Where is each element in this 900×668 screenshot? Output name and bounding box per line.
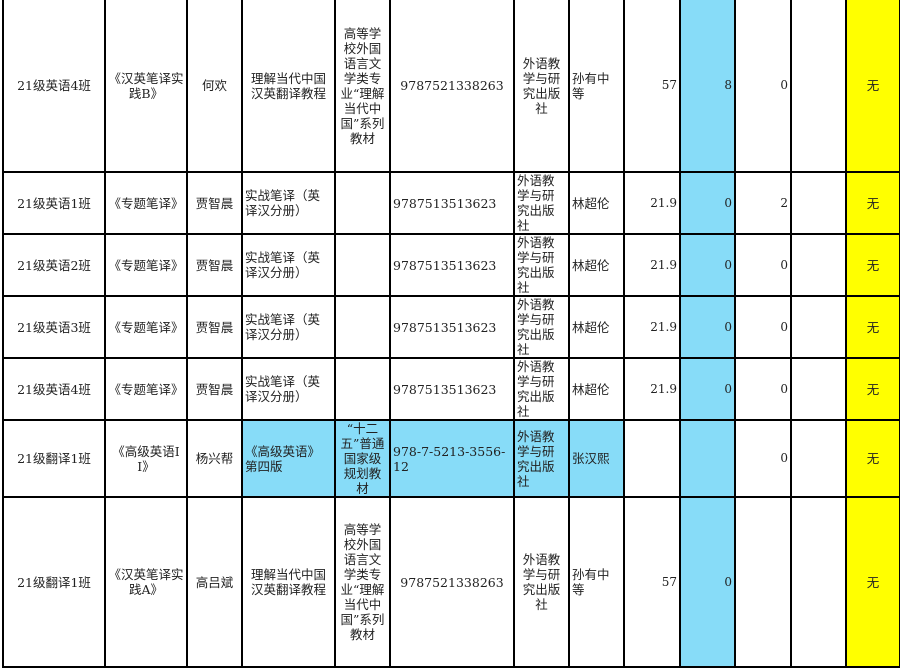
cell-course[interactable]: 《汉英笔译实践A》: [104, 496, 188, 668]
cell-editor[interactable]: 林超伦: [568, 233, 625, 297]
cell-series[interactable]: [334, 295, 391, 359]
cell-note[interactable]: 无: [845, 496, 900, 668]
cell-price[interactable]: 21.9: [623, 171, 681, 235]
cell-series[interactable]: [334, 171, 391, 235]
table-row: 21级翻译1班 《汉英笔译实践A》 高吕斌 理解当代中国汉英翻译教程 高等学校外国语言文…: [2, 496, 900, 668]
cell-course[interactable]: 《高级英语II》: [104, 419, 188, 498]
cell-teacher[interactable]: 何欢: [186, 0, 243, 173]
cell-class[interactable]: 21级翻译1班: [2, 419, 106, 498]
cell-c2[interactable]: 2: [734, 171, 792, 235]
cell-c3[interactable]: [790, 357, 847, 421]
cell-class[interactable]: 21级英语3班: [2, 295, 106, 359]
cell-c1[interactable]: 0: [679, 357, 736, 421]
cell-c1[interactable]: [679, 419, 736, 498]
cell-series[interactable]: [334, 357, 391, 421]
cell-course[interactable]: 《专题笔译》: [104, 233, 188, 297]
cell-teacher[interactable]: 高吕斌: [186, 496, 243, 668]
table-row: 21级英语4班 《汉英笔译实践B》 何欢 理解当代中国汉英翻译教程 高等学校外国语言文学…: [2, 0, 900, 173]
cell-note[interactable]: 无: [845, 171, 900, 235]
cell-teacher[interactable]: 贾智晨: [186, 171, 243, 235]
cell-price[interactable]: 57: [623, 0, 681, 173]
table-row: 21级英语3班 《专题笔译》 贾智晨 实战笔译（英译汉分册） 9787513513623…: [2, 295, 900, 359]
cell-isbn[interactable]: 9787513513623: [389, 357, 515, 421]
table-row: 21级英语1班 《专题笔译》 贾智晨 实战笔译（英译汉分册） 9787513513623…: [2, 171, 900, 235]
cell-c2[interactable]: 0: [734, 233, 792, 297]
cell-editor[interactable]: 孙有中等: [568, 0, 625, 173]
cell-textbook[interactable]: 《高级英语》第四版: [241, 419, 336, 498]
cell-isbn[interactable]: 978-7-5213-3556-12: [389, 419, 515, 498]
cell-c3[interactable]: [790, 496, 847, 668]
cell-c1[interactable]: 0: [679, 233, 736, 297]
cell-course[interactable]: 《汉英笔译实践B》: [104, 0, 188, 173]
cell-publisher[interactable]: 外语教学与研究出版社: [513, 419, 570, 498]
cell-c3[interactable]: [790, 171, 847, 235]
cell-c2[interactable]: 0: [734, 357, 792, 421]
cell-class[interactable]: 21级英语4班: [2, 357, 106, 421]
cell-textbook[interactable]: 理解当代中国汉英翻译教程: [241, 496, 336, 668]
cell-c3[interactable]: [790, 0, 847, 173]
cell-publisher[interactable]: 外语教学与研究出版社: [513, 233, 570, 297]
cell-textbook[interactable]: 实战笔译（英译汉分册）: [241, 357, 336, 421]
cell-c1[interactable]: 8: [679, 0, 736, 173]
cell-teacher[interactable]: 杨兴帮: [186, 419, 243, 498]
cell-isbn[interactable]: 9787521338263: [389, 0, 515, 173]
cell-teacher[interactable]: 贾智晨: [186, 357, 243, 421]
cell-isbn[interactable]: 9787513513623: [389, 171, 515, 235]
cell-course[interactable]: 《专题笔译》: [104, 295, 188, 359]
cell-c2[interactable]: 0: [734, 0, 792, 173]
cell-c3[interactable]: [790, 419, 847, 498]
cell-class[interactable]: 21级翻译1班: [2, 496, 106, 668]
cell-price[interactable]: 21.9: [623, 233, 681, 297]
cell-price[interactable]: 21.9: [623, 295, 681, 359]
cell-price[interactable]: 21.9: [623, 357, 681, 421]
cell-publisher[interactable]: 外语教学与研究出版社: [513, 171, 570, 235]
cell-series[interactable]: [334, 233, 391, 297]
cell-c3[interactable]: [790, 295, 847, 359]
cell-editor[interactable]: 林超伦: [568, 171, 625, 235]
cell-course[interactable]: 《专题笔译》: [104, 357, 188, 421]
cell-textbook[interactable]: 实战笔译（英译汉分册）: [241, 295, 336, 359]
cell-isbn[interactable]: 9787513513623: [389, 295, 515, 359]
cell-c1[interactable]: 0: [679, 295, 736, 359]
cell-editor[interactable]: 孙有中等: [568, 496, 625, 668]
cell-isbn[interactable]: 9787513513623: [389, 233, 515, 297]
cell-editor[interactable]: 张汉熙: [568, 419, 625, 498]
cell-price[interactable]: 57: [623, 496, 681, 668]
table-row: 21级英语4班 《专题笔译》 贾智晨 实战笔译（英译汉分册） 9787513513623…: [2, 357, 900, 421]
cell-note[interactable]: 无: [845, 419, 900, 498]
cell-c2[interactable]: 0: [734, 295, 792, 359]
cell-note[interactable]: 无: [845, 295, 900, 359]
cell-course[interactable]: 《专题笔译》: [104, 171, 188, 235]
cell-note[interactable]: 无: [845, 233, 900, 297]
cell-note[interactable]: 无: [845, 357, 900, 421]
cell-textbook[interactable]: 实战笔译（英译汉分册）: [241, 171, 336, 235]
cell-teacher[interactable]: 贾智晨: [186, 295, 243, 359]
table-row: 21级英语2班 《专题笔译》 贾智晨 实战笔译（英译汉分册） 9787513513623…: [2, 233, 900, 297]
cell-textbook[interactable]: 实战笔译（英译汉分册）: [241, 233, 336, 297]
cell-class[interactable]: 21级英语1班: [2, 171, 106, 235]
table-row: 21级翻译1班 《高级英语II》 杨兴帮 《高级英语》第四版 “十二五”普通国家级规划教…: [2, 419, 900, 498]
cell-c1[interactable]: 0: [679, 171, 736, 235]
cell-series[interactable]: 高等学校外国语言文学类专业“理解当代中国”系列教材: [334, 496, 391, 668]
cell-teacher[interactable]: 贾智晨: [186, 233, 243, 297]
cell-isbn[interactable]: 9787521338263: [389, 496, 515, 668]
cell-publisher[interactable]: 外语教学与研究出版社: [513, 496, 570, 668]
cell-publisher[interactable]: 外语教学与研究出版社: [513, 295, 570, 359]
cell-c1[interactable]: 0: [679, 496, 736, 668]
cell-editor[interactable]: 林超伦: [568, 357, 625, 421]
cell-series[interactable]: “十二五”普通国家级规划教材: [334, 419, 391, 498]
cell-editor[interactable]: 林超伦: [568, 295, 625, 359]
cell-c2[interactable]: [734, 496, 792, 668]
cell-publisher[interactable]: 外语教学与研究出版社: [513, 357, 570, 421]
cell-c3[interactable]: [790, 233, 847, 297]
cell-class[interactable]: 21级英语2班: [2, 233, 106, 297]
cell-series[interactable]: 高等学校外国语言文学类专业“理解当代中国”系列教材: [334, 0, 391, 173]
cell-c2[interactable]: 0: [734, 419, 792, 498]
cell-class[interactable]: 21级英语4班: [2, 0, 106, 173]
cell-publisher[interactable]: 外语教学与研究出版社: [513, 0, 570, 173]
cell-note[interactable]: 无: [845, 0, 900, 173]
cell-textbook[interactable]: 理解当代中国汉英翻译教程: [241, 0, 336, 173]
cell-price[interactable]: [623, 419, 681, 498]
